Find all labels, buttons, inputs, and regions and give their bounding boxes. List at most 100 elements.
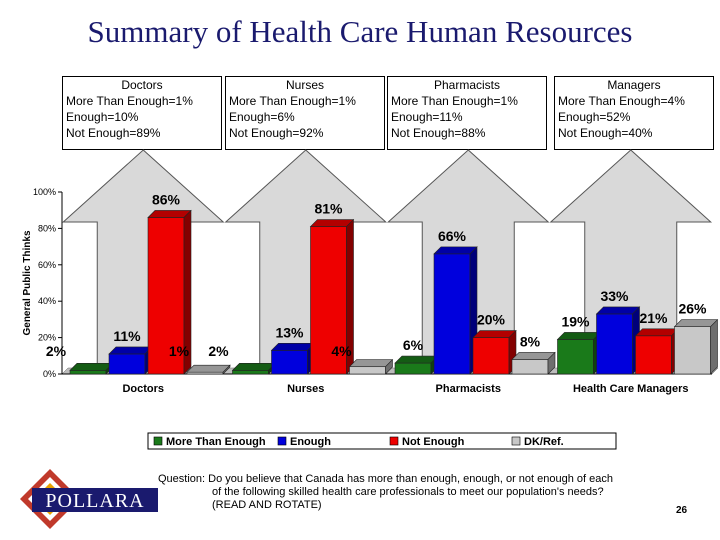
bar-not-enough [147,217,185,375]
legend-label: More Than Enough [166,436,266,448]
data-label: 8% [520,333,541,349]
doctors-summary-box: Doctors More Than Enough=1% Enough=10% N… [62,76,222,150]
bar-side [710,318,718,375]
legend-label: Not Enough [402,436,465,448]
legend-swatch [277,436,287,446]
bar-enough [271,350,308,375]
bar-not-enough [310,226,347,375]
legend-label: Enough [290,436,331,448]
managers-summary-box: Managers More Than Enough=4% Enough=52% … [554,76,714,150]
bar-top [108,346,153,355]
bar-top [394,355,439,364]
bar-top [511,352,556,360]
box-heading: Managers [607,78,661,92]
box-line: Enough=6% [229,110,295,124]
background-arrow [61,149,225,371]
nurses-summary-box: Nurses More Than Enough=1% Enough=6% Not… [225,76,385,150]
bar-side [183,209,192,375]
bar-top [231,363,277,371]
bar-top [472,330,517,338]
bar-top [309,219,355,227]
question-line: Question: Do you believe that Canada has… [158,473,613,485]
data-label: 20% [477,312,506,328]
y-tick-label: 40% [38,296,56,306]
x-category-label: Pharmacists [436,383,501,395]
legend-box [147,432,617,450]
box-line: More Than Enough=4% [558,94,685,108]
box-line: Not Enough=92% [229,126,324,140]
data-label: 1% [169,343,190,359]
bar-top [69,363,114,371]
bar-more-than-enough [232,370,269,375]
data-label: 26% [678,301,707,317]
bar-top [270,343,316,351]
box-line: Enough=11% [391,110,463,124]
logo-band [32,488,158,512]
box-line: More Than Enough=1% [391,94,518,108]
bar-enough [433,253,471,375]
question-text: Question: Do you believe that Canada has… [158,473,613,512]
y-axis-label: General Public Thinks [22,230,33,335]
box-line: Enough=52% [558,110,631,124]
bar-enough [108,353,146,375]
bar-enough [596,313,633,375]
page-title: Summary of Health Care Human Resources [87,14,633,49]
bar-side [385,358,393,375]
box-line: More Than Enough=1% [66,94,193,108]
data-label: 19% [561,313,590,329]
box-line: Not Enough=40% [558,126,653,140]
box-line: Not Enough=89% [66,126,161,140]
bar-dk-ref- [511,359,549,375]
question-line: (READ AND ROTATE) [212,499,322,511]
data-label: 11% [113,328,141,344]
y-tick-label: 20% [38,333,56,343]
x-category-label: Doctors [122,383,164,395]
box-line: Not Enough=88% [391,126,486,140]
bar-side [547,351,556,375]
bar-top [595,306,641,315]
data-label: 13% [275,324,304,340]
bar-dk-ref- [674,326,711,375]
bar-side [222,364,231,375]
data-label: 2% [208,343,229,359]
box-line: More Than Enough=1% [229,94,356,108]
y-tick-label: 100% [33,187,56,197]
data-label: 2% [46,343,67,359]
logo-text: POLLARA [45,490,144,512]
bar-top [186,364,231,373]
box-heading: Doctors [121,78,163,92]
legend-swatch [153,436,163,446]
bar-not-enough [635,335,672,375]
bar-top [673,319,719,327]
box-heading: Nurses [285,78,324,92]
background-arrow [224,149,388,371]
data-label: 21% [639,310,668,326]
legend-swatch [389,436,399,446]
data-label: 86% [152,191,181,207]
bar-top [348,359,394,368]
bar-not-enough [472,337,510,375]
y-tick-label: 60% [38,260,56,270]
bar-more-than-enough [69,370,107,375]
bar-more-than-enough [394,362,432,375]
x-category-label: Health Care Managers [573,383,689,395]
bar-top [634,328,680,337]
page-number: 26 [676,505,688,516]
pollara-logo: POLLARA [20,469,158,529]
x-category-label: Nurses [287,383,324,395]
bar-more-than-enough [557,339,594,375]
legend-label: DK/Ref. [524,436,564,448]
data-label: 81% [314,201,343,217]
question-line: of the following skilled health care pro… [212,486,604,498]
bar-dk-ref- [349,366,386,375]
bar-top [556,332,602,340]
legend-swatch [511,436,521,446]
data-label: 33% [600,288,629,304]
box-line: Enough=10% [66,110,139,124]
y-tick-label: 80% [38,223,56,233]
bar-top [147,210,192,218]
box-heading: Pharmacists [433,78,501,92]
data-label: 6% [403,337,424,353]
pharmacists-summary-box: Pharmacists More Than Enough=1% Enough=1… [387,76,547,150]
